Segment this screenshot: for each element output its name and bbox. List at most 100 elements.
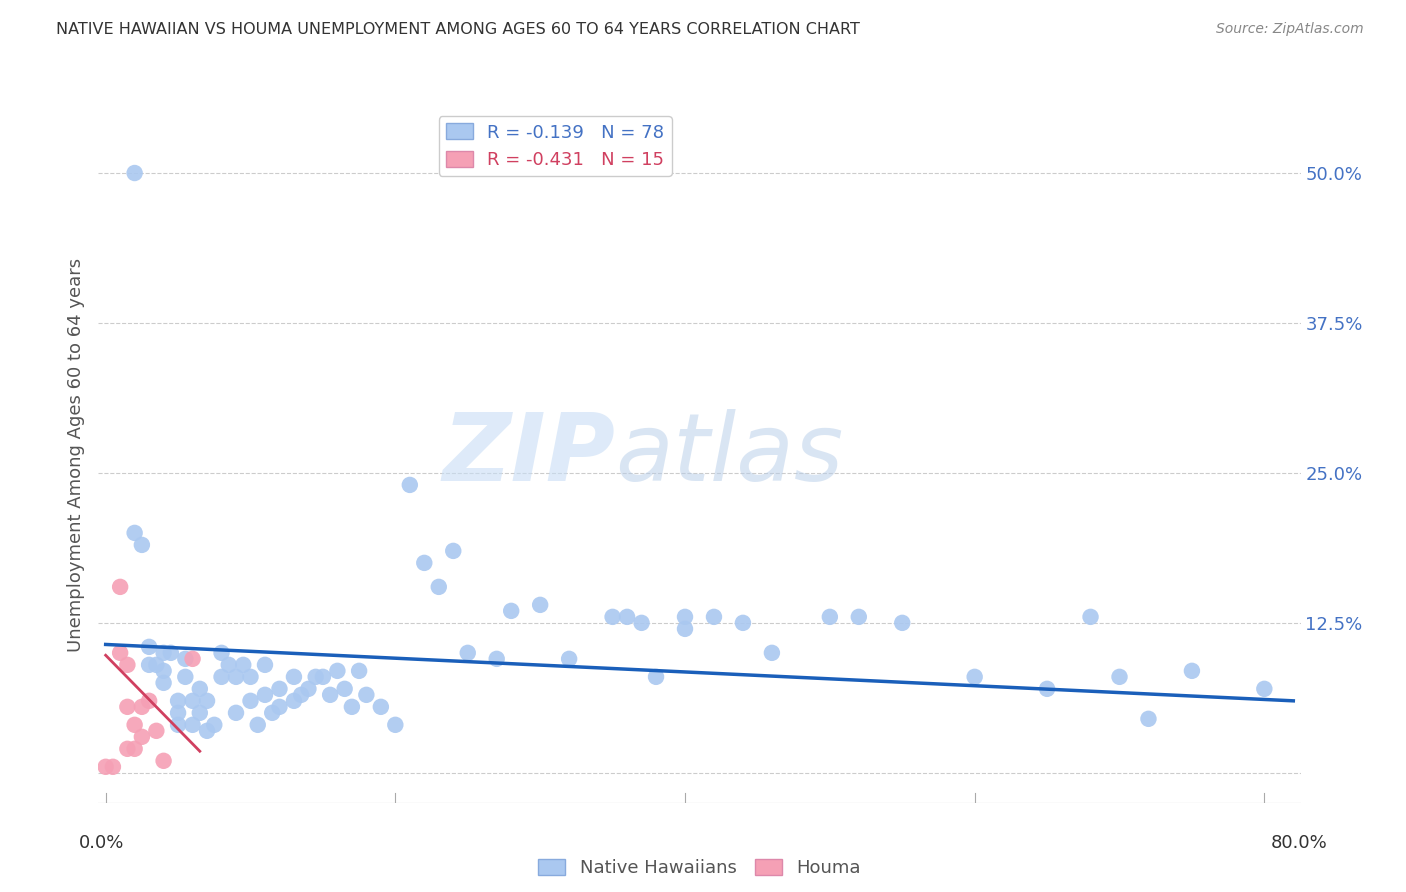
Point [1036, 681, 1059, 696]
Point [253, 688, 276, 702]
Point [94, 760, 117, 774]
Point [297, 681, 319, 696]
Point [253, 657, 276, 672]
Point [305, 670, 328, 684]
Point [441, 544, 464, 558]
Point [1137, 712, 1160, 726]
Point [124, 525, 146, 540]
Point [181, 694, 204, 708]
Point [963, 670, 986, 684]
Point [269, 681, 291, 696]
Point [174, 652, 197, 666]
Point [188, 681, 211, 696]
Point [124, 166, 146, 180]
Point [703, 610, 725, 624]
Point [117, 699, 139, 714]
Point [673, 622, 696, 636]
Point [384, 718, 406, 732]
Point [333, 681, 356, 696]
Point [117, 657, 139, 672]
Legend: Native Hawaiians, Houma: Native Hawaiians, Houma [531, 852, 868, 884]
Point [239, 670, 262, 684]
Point [225, 706, 247, 720]
Point [1181, 664, 1204, 678]
Point [370, 699, 392, 714]
Text: NATIVE HAWAIIAN VS HOUMA UNEMPLOYMENT AMONG AGES 60 TO 64 YEARS CORRELATION CHAR: NATIVE HAWAIIAN VS HOUMA UNEMPLOYMENT AM… [56, 22, 860, 37]
Point [108, 646, 131, 660]
Point [457, 646, 479, 660]
Point [630, 615, 652, 630]
Point [283, 670, 305, 684]
Point [124, 741, 146, 756]
Point [848, 610, 870, 624]
Point [340, 699, 363, 714]
Point [731, 615, 754, 630]
Point [167, 694, 190, 708]
Point [818, 610, 841, 624]
Point [347, 664, 370, 678]
Point [558, 652, 581, 666]
Point [195, 723, 218, 738]
Point [138, 694, 160, 708]
Point [160, 646, 183, 660]
Point [246, 718, 269, 732]
Point [1253, 681, 1275, 696]
Point [891, 615, 914, 630]
Point [1080, 610, 1102, 624]
Point [188, 706, 211, 720]
Point [211, 646, 233, 660]
Point [413, 556, 436, 570]
Text: Source: ZipAtlas.com: Source: ZipAtlas.com [1216, 22, 1364, 37]
Point [131, 699, 153, 714]
Point [1108, 670, 1130, 684]
Point [211, 670, 233, 684]
Point [616, 610, 638, 624]
Point [202, 718, 225, 732]
Point [138, 640, 160, 654]
Point [673, 610, 696, 624]
Text: atlas: atlas [616, 409, 844, 500]
Point [195, 694, 218, 708]
Point [152, 646, 174, 660]
Point [761, 646, 783, 660]
Point [167, 718, 190, 732]
Point [225, 670, 247, 684]
Point [145, 723, 167, 738]
Point [356, 688, 378, 702]
Point [101, 760, 124, 774]
Point [326, 664, 349, 678]
Point [108, 580, 131, 594]
Point [283, 694, 305, 708]
Point [174, 670, 197, 684]
Point [152, 754, 174, 768]
Point [645, 670, 668, 684]
Point [138, 657, 160, 672]
Point [152, 664, 174, 678]
Point [319, 688, 342, 702]
Point [152, 676, 174, 690]
Point [218, 657, 240, 672]
Point [501, 604, 523, 618]
Point [131, 538, 153, 552]
Point [232, 657, 254, 672]
Point [485, 652, 508, 666]
Point [145, 657, 167, 672]
Text: ZIP: ZIP [443, 409, 616, 501]
Point [262, 706, 284, 720]
Point [269, 699, 291, 714]
Point [167, 706, 190, 720]
Point [181, 652, 204, 666]
Y-axis label: Unemployment Among Ages 60 to 64 years: Unemployment Among Ages 60 to 64 years [66, 258, 84, 652]
Point [181, 718, 204, 732]
Point [131, 730, 153, 744]
Text: 0.0%: 0.0% [79, 834, 124, 852]
Text: 80.0%: 80.0% [1271, 834, 1327, 852]
Point [117, 741, 139, 756]
Point [312, 670, 335, 684]
Point [239, 694, 262, 708]
Point [529, 598, 551, 612]
Point [427, 580, 450, 594]
Point [602, 610, 624, 624]
Point [124, 718, 146, 732]
Point [290, 688, 312, 702]
